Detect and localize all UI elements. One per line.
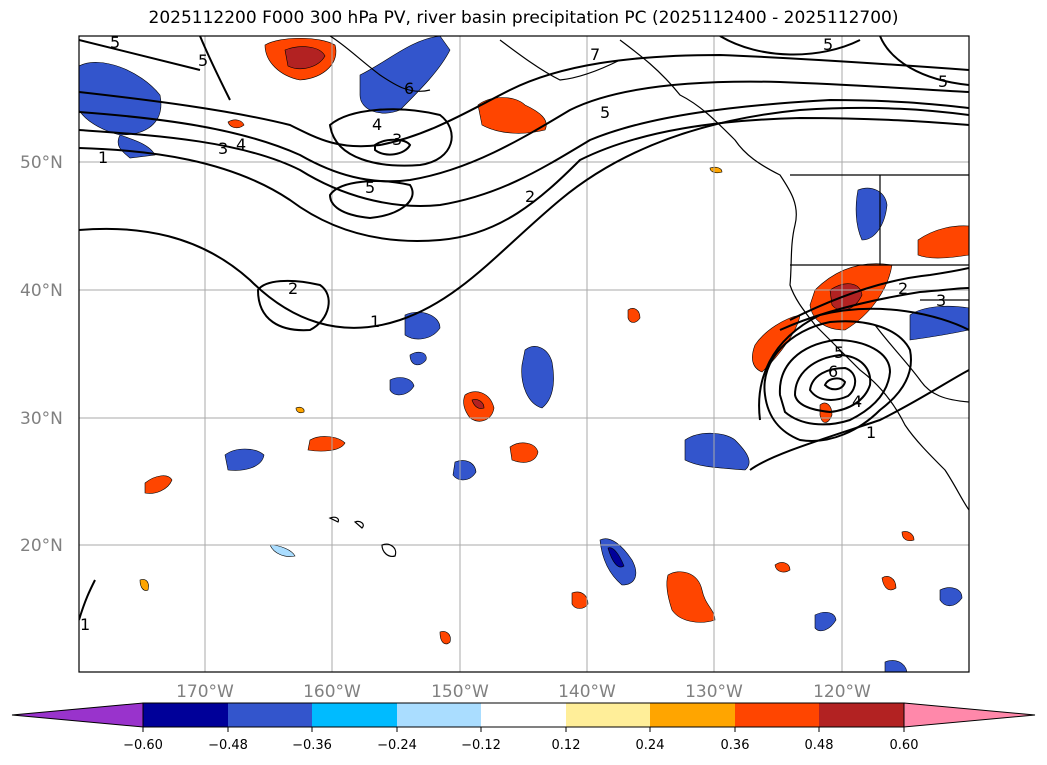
lon-label-130w: 130°W <box>685 682 743 702</box>
contour-label: 5 <box>365 178 375 197</box>
contour-label: 5 <box>600 103 610 122</box>
contour-labels: 5 5 7 6 4 3 4 3 1 5 5 2 2 1 5 5 2 3 5 6 … <box>80 33 948 634</box>
lat-label-20n: 20°N <box>20 536 63 556</box>
contour-label: 4 <box>372 115 382 134</box>
contour-label: 1 <box>98 148 108 167</box>
colorbar-tick-label: −0.48 <box>208 738 248 753</box>
colorbar-extend-right <box>903 702 1036 728</box>
colorbar-swatch <box>228 703 312 727</box>
lon-label-170w: 170°W <box>176 682 234 702</box>
contour-label: 2 <box>288 279 298 298</box>
colorbar-swatch <box>397 703 481 727</box>
colorbar-tick-label: 0.12 <box>552 738 581 753</box>
contour-label: 4 <box>852 392 862 411</box>
colorbar-tick-label: 0.48 <box>805 738 834 753</box>
contour-label: 1 <box>866 423 876 442</box>
contour-label: 2 <box>525 187 535 206</box>
colorbar-tick-label: 0.60 <box>890 738 919 753</box>
contour-label: 3 <box>218 139 228 158</box>
map-title: 2025112200 F000 300 hPa PV, river basin … <box>148 8 899 28</box>
colorbar-tick-label: −0.36 <box>292 738 332 753</box>
contour-label: 2 <box>898 279 908 298</box>
colorbar-swatch <box>735 703 819 727</box>
precip-negative-areas <box>79 36 969 672</box>
colorbar-tick-label: −0.24 <box>377 738 417 753</box>
colorbar-swatch <box>650 703 735 727</box>
lon-label-160w: 160°W <box>303 682 361 702</box>
colorbar-frame <box>142 702 905 728</box>
colorbar-swatch <box>312 703 397 727</box>
colorbar-swatch <box>481 703 566 727</box>
longitude-labels: 170°W 160°W 150°W 140°W 130°W 120°W <box>176 682 871 702</box>
contour-label: 5 <box>823 35 833 54</box>
contour-label: 7 <box>590 45 600 64</box>
colorbar-tick-label: −0.60 <box>123 738 163 753</box>
colorbar: −0.60 −0.48 −0.36 −0.24 −0.12 0.12 0.24 … <box>11 702 1036 753</box>
contour-label: 5 <box>198 51 208 70</box>
contour-label: 3 <box>936 291 946 310</box>
lon-label-140w: 140°W <box>558 682 616 702</box>
colorbar-swatch <box>819 703 904 727</box>
colorbar-swatch <box>143 703 228 727</box>
contour-label: 3 <box>392 130 402 149</box>
lat-label-50n: 50°N <box>20 153 63 173</box>
lon-label-150w: 150°W <box>431 682 489 702</box>
pv-contours <box>79 36 969 621</box>
contour-label: 6 <box>828 362 838 381</box>
lat-label-30n: 30°N <box>20 409 63 429</box>
contour-label: 6 <box>404 79 414 98</box>
latitude-labels: 50°N 40°N 30°N 20°N <box>20 153 63 556</box>
lon-label-120w: 120°W <box>813 682 871 702</box>
contour-label: 5 <box>834 343 844 362</box>
colorbar-tick-label: 0.24 <box>636 738 665 753</box>
colorbar-tick-marks <box>142 727 905 732</box>
contour-label: 1 <box>370 312 380 331</box>
map-frame <box>78 35 970 673</box>
map-plot-area: 5 5 7 6 4 3 4 3 1 5 5 2 2 1 5 5 2 3 5 6 … <box>79 33 969 672</box>
contour-label: 5 <box>110 33 120 52</box>
contour-label: 1 <box>80 615 90 634</box>
contour-label: 5 <box>938 72 948 91</box>
colorbar-swatch <box>566 703 650 727</box>
contour-label: 4 <box>236 135 246 154</box>
colorbar-tick-label: 0.36 <box>721 738 750 753</box>
colorbar-tick-label: −0.12 <box>461 738 501 753</box>
coastlines <box>328 36 969 557</box>
colorbar-extend-left <box>11 702 144 728</box>
lat-label-40n: 40°N <box>20 281 63 301</box>
